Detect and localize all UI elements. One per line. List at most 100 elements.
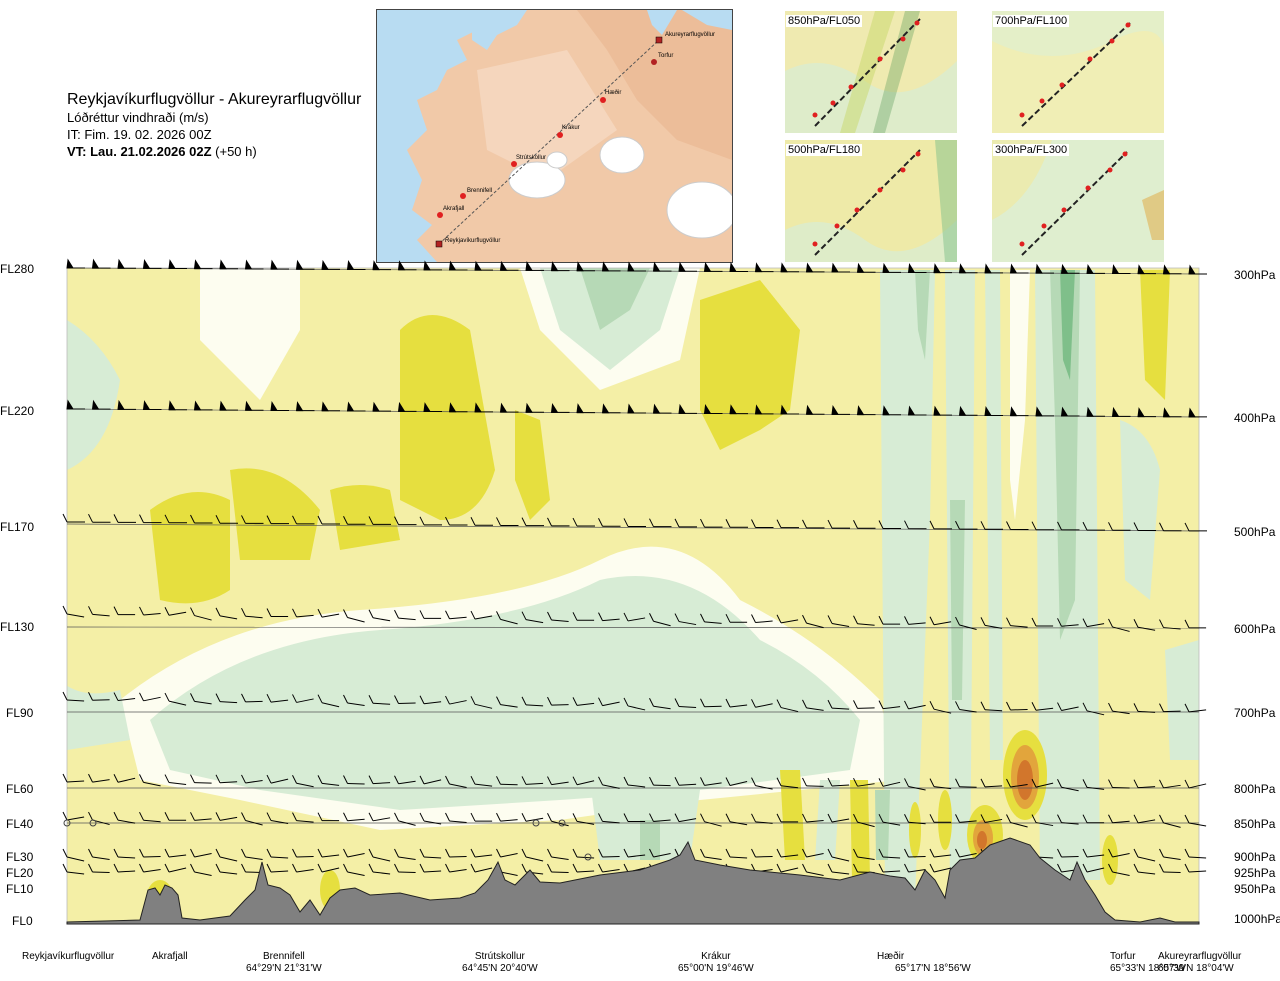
wind-barb-feather (1082, 779, 1088, 788)
pressure-label: 925hPa (1234, 866, 1276, 880)
wind-barb-feather (317, 863, 323, 873)
wind-barb-shaft (678, 621, 697, 626)
wind-barb-feather (164, 692, 170, 702)
wind-barb-feather (980, 848, 986, 858)
wind-barb-feather (292, 812, 297, 821)
wind-barb-shaft (321, 782, 340, 786)
wind-barb-feather (343, 812, 348, 821)
wind-barb-shaft (882, 870, 901, 873)
wind-barb-feather (113, 692, 119, 701)
wind-barb-feather (317, 775, 323, 784)
wind-barb-feather (266, 608, 272, 617)
wind-barb-feather (674, 813, 680, 822)
wind-barb-feather (853, 777, 858, 787)
wind-barb-shaft (959, 820, 977, 823)
wind-barb-feather (266, 812, 272, 821)
wind-barb-shaft (321, 854, 340, 858)
route-map: Akureyrarflugvöllur Torfur Hæðir Krákur … (376, 9, 733, 263)
wind-barb-feather (725, 613, 731, 623)
wind-barb-feather (904, 700, 909, 710)
wind-barb-shaft (831, 622, 850, 627)
wind-barb-feather (1184, 703, 1190, 713)
wind-barb-flag (397, 401, 406, 412)
wind-barb-shaft (219, 615, 238, 620)
wind-barb-feather (1133, 703, 1139, 712)
wind-barb-feather (751, 614, 756, 623)
wind-barb-feather (292, 515, 297, 525)
wind-barb-shaft (1061, 786, 1079, 792)
wind-barb-feather (164, 812, 170, 821)
wind-barb-shaft (1112, 787, 1130, 789)
wind-barb-feather (139, 692, 144, 702)
wind-barb-flag (780, 262, 788, 273)
location-name: Torfur (1110, 951, 1136, 962)
wind-barb-feather (980, 617, 986, 626)
wind-barb-feather (139, 863, 144, 873)
wind-barb-shaft (423, 779, 442, 785)
wind-barb-flag (1086, 406, 1094, 417)
wind-barb-shaft (1112, 626, 1130, 632)
wind-barb-feather (776, 614, 782, 624)
wind-barb-shaft (627, 784, 646, 788)
wind-barb-feather (496, 776, 501, 785)
wind-barb-shaft (882, 706, 901, 710)
wind-barb-feather (1108, 779, 1113, 788)
wind-barb-feather (215, 848, 221, 858)
wind-barb-feather (521, 776, 527, 785)
wind-barb-shaft (398, 820, 416, 826)
wind-barb-shaft (857, 623, 875, 626)
wind-barb-feather (88, 863, 93, 873)
wind-barb-shaft (576, 820, 595, 825)
wind-barb-shaft (1010, 871, 1028, 873)
wind-barb-feather (139, 774, 144, 783)
wind-barb-feather (1082, 848, 1088, 858)
wind-barb-shaft (1137, 819, 1156, 824)
wind-barb-shaft (474, 615, 493, 620)
wind-barb-flag (882, 262, 890, 273)
wind-barb-feather (394, 775, 399, 784)
wind-barb-feather (649, 813, 654, 822)
wind-barb-shaft (755, 703, 773, 708)
wind-barb-shaft (704, 621, 722, 624)
wind-barb-feather (1057, 814, 1062, 823)
route-map-graphic: Akureyrarflugvöllur Torfur Hæðir Krákur … (377, 10, 732, 262)
location-coord: 64°29'N 21°31'W (246, 963, 322, 974)
wind-barb-shaft (117, 698, 136, 702)
wind-barb-shaft (1137, 710, 1156, 713)
wind-barb-shaft (908, 704, 926, 710)
wind-barb-flag (346, 260, 355, 270)
level-panel-700: 700hPa/FL100 (992, 11, 1164, 133)
wind-barb-shaft (806, 871, 824, 876)
wind-barb-shaft (729, 781, 748, 787)
wind-barb-feather (88, 513, 93, 523)
wind-barb-feather (547, 813, 552, 822)
wind-barb-shaft (933, 854, 952, 858)
wind-barb-feather (190, 693, 195, 702)
wind-barb-shaft (449, 700, 467, 705)
wind-barb-feather (776, 863, 782, 873)
wind-barb-feather (1006, 863, 1011, 873)
wind-barb-flag (1111, 264, 1120, 275)
wind-barb-feather (241, 515, 246, 524)
wind-barb-feather (547, 776, 552, 785)
wind-barb-shaft (1188, 709, 1207, 713)
wind-barb-flag (550, 261, 559, 272)
wind-barb-feather (496, 517, 501, 526)
wind-barb-feather (62, 513, 68, 523)
wind-barb-feather (547, 863, 552, 873)
wind-barb-feather (445, 863, 450, 873)
wind-barb-shaft (627, 854, 646, 858)
wind-barb-feather (317, 608, 323, 618)
wind-barb-shaft (1163, 627, 1181, 630)
wind-barb-feather (1006, 848, 1011, 858)
wind-barb-feather (266, 863, 272, 873)
pressure-label: 500hPa (1234, 525, 1276, 539)
wind-barb-shaft (347, 616, 365, 623)
wind-barb-feather (878, 520, 884, 529)
wind-barb-flag (754, 262, 763, 273)
pressure-label: 1000hPa (1234, 912, 1280, 926)
wind-barb-feather (343, 609, 348, 618)
wind-barb-feather (802, 699, 807, 709)
wind-barb-feather (470, 696, 476, 705)
wind-barb-feather (164, 774, 170, 783)
